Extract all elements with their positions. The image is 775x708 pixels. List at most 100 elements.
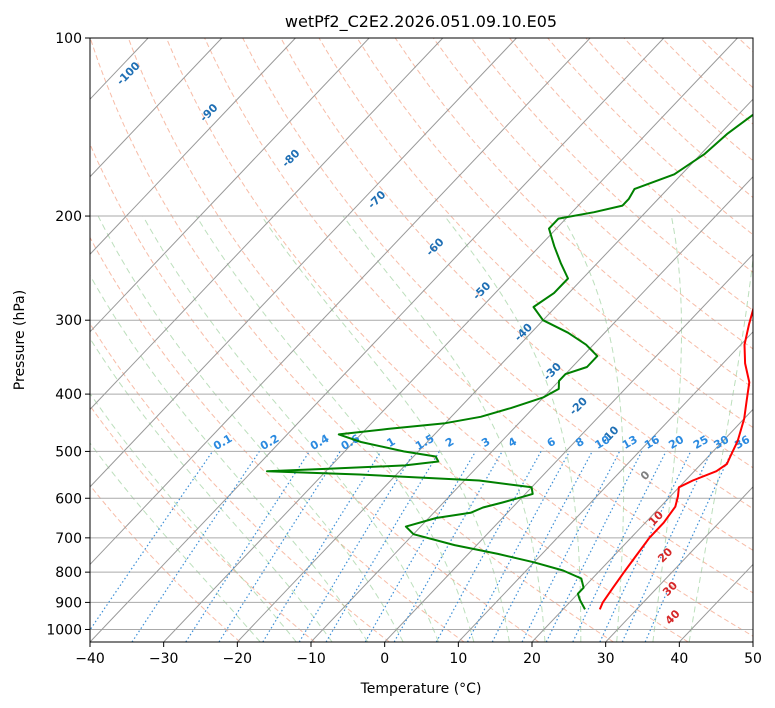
y-tick-label: 700: [55, 531, 82, 547]
mixing-ratio-label: 0.2: [258, 432, 281, 453]
moist-adiabat-line: [90, 392, 297, 642]
mixing-ratio-label: 1.5: [413, 432, 436, 453]
mixing-ratio-label: 16: [642, 433, 662, 452]
x-tick-label: −20: [223, 651, 253, 667]
dry-adiabat-line: [90, 142, 540, 642]
x-axis-title: Temperature (°C): [360, 681, 482, 697]
mixing-ratio-label: 8: [573, 435, 586, 450]
dry-adiabat-line: [738, 38, 753, 53]
isotherm-line: [90, 38, 517, 488]
isotherm-line: [384, 253, 753, 642]
isotherm-label: 20: [655, 545, 675, 565]
isotherm-line: [90, 38, 591, 566]
y-tick-label: 600: [55, 491, 82, 507]
dewpoint-profile-line: [266, 113, 753, 610]
mixing-ratio-line: [466, 451, 571, 642]
y-tick-label: 100: [55, 31, 82, 47]
dry-adiabat-line: [90, 322, 390, 642]
mixing-ratio-line: [644, 451, 733, 642]
temperature-profile-line: [598, 306, 753, 610]
mixing-ratio-line: [521, 451, 621, 642]
series-layer: [266, 113, 753, 610]
chart-title: wetPf2_C2E2.2026.051.09.10.E05: [285, 12, 557, 32]
mixing-ratio-label: 20: [666, 433, 686, 452]
y-axis-title: Pressure (hPa): [12, 290, 28, 390]
y-tick-label: 1000: [46, 622, 82, 638]
dry-adiabat-line: [661, 38, 753, 125]
isotherm-label: -100: [114, 59, 143, 88]
isotherm-line: [90, 38, 296, 256]
isotherm-line: [605, 486, 753, 642]
mixing-ratio-label: 3: [479, 435, 492, 450]
isotherm-line: [90, 38, 223, 178]
moist-adiabat-line: [142, 215, 439, 642]
y-tick-label: 900: [55, 595, 82, 611]
moist-adiabat-line: [195, 215, 475, 642]
x-tick-label: 30: [597, 651, 615, 667]
mixing-ratio-line: [545, 451, 643, 642]
dry-adiabat-line: [471, 38, 753, 311]
mixing-ratio-label: 2: [443, 435, 456, 450]
dry-adiabat-line: [623, 38, 753, 162]
isotherm-line: [90, 38, 665, 642]
x-tick-label: 40: [670, 651, 688, 667]
y-tick-label: 400: [55, 387, 82, 403]
isotherm-line: [90, 38, 370, 333]
isotherm-line: [752, 641, 753, 642]
dry-adiabat-line: [90, 236, 465, 642]
dry-adiabat-line: [318, 38, 753, 469]
x-axis: −40 −30 −20 −10 0 10 20 30 40 50: [75, 642, 762, 667]
mixing-ratio-line: [131, 451, 260, 642]
mixing-ratio-line: [90, 451, 214, 632]
isotherm-line: [90, 38, 444, 411]
mixing-ratio-line: [393, 451, 503, 642]
isotherm-label: 40: [663, 607, 683, 627]
dry-adiabat-line: [165, 38, 753, 637]
isotherm-line: [163, 38, 738, 642]
moist-adiabat-line: [561, 215, 625, 642]
x-tick-label: −30: [149, 651, 179, 667]
y-tick-label: 300: [55, 313, 82, 329]
moist-adiabat-line: [97, 215, 404, 642]
x-tick-label: 20: [523, 651, 541, 667]
mixing-ratio-line: [218, 451, 341, 642]
y-tick-label: 500: [55, 444, 82, 460]
mixing-ratio-label: 6: [545, 435, 558, 450]
dry-adiabat-line: [699, 38, 753, 89]
mixing-ratio-line: [491, 451, 593, 642]
isotherm-line: [678, 563, 753, 642]
mixing-ratio-label: 36: [732, 433, 752, 452]
isotherm-line: [310, 176, 753, 642]
y-tick-label: 800: [55, 565, 82, 581]
dry-adiabat-line: [127, 38, 689, 642]
moist-adiabat-line: [444, 215, 582, 642]
dry-adiabat-line: [356, 38, 753, 429]
isotherm-label: -20: [567, 394, 590, 417]
mixing-ratio-label: 0.1: [211, 432, 234, 453]
dry-adiabat-line: [90, 404, 316, 642]
dry-adiabat-line: [280, 38, 753, 510]
isotherm-label: 10: [646, 508, 666, 528]
y-axis: 100 200 300 400 500 600 700 800 900 1000: [46, 31, 90, 638]
moist-adiabat-line: [90, 274, 369, 642]
mixing-ratio-line: [572, 451, 667, 642]
isotherm-line: [0, 38, 1, 642]
isotherm-line: [531, 408, 753, 642]
isotherm-label: -80: [279, 147, 302, 170]
mixing-ratio-line: [298, 451, 416, 642]
x-tick-label: 50: [744, 651, 762, 667]
x-tick-label: 0: [380, 651, 389, 667]
isotherm-label: -60: [423, 235, 446, 258]
dry-adiabat-line: [90, 38, 614, 642]
dry-adiabat-line: [90, 484, 241, 642]
background-lines: [0, 38, 753, 642]
isotherm-label: -70: [365, 188, 388, 211]
mixing-ratio-label: 0.4: [308, 432, 332, 453]
isotherm-label: 0: [638, 468, 653, 483]
dry-adiabat-line: [585, 38, 753, 199]
mixing-ratio-line: [262, 451, 382, 642]
isotherm-label: -40: [512, 321, 535, 344]
moist-adiabat-line: [652, 215, 682, 642]
